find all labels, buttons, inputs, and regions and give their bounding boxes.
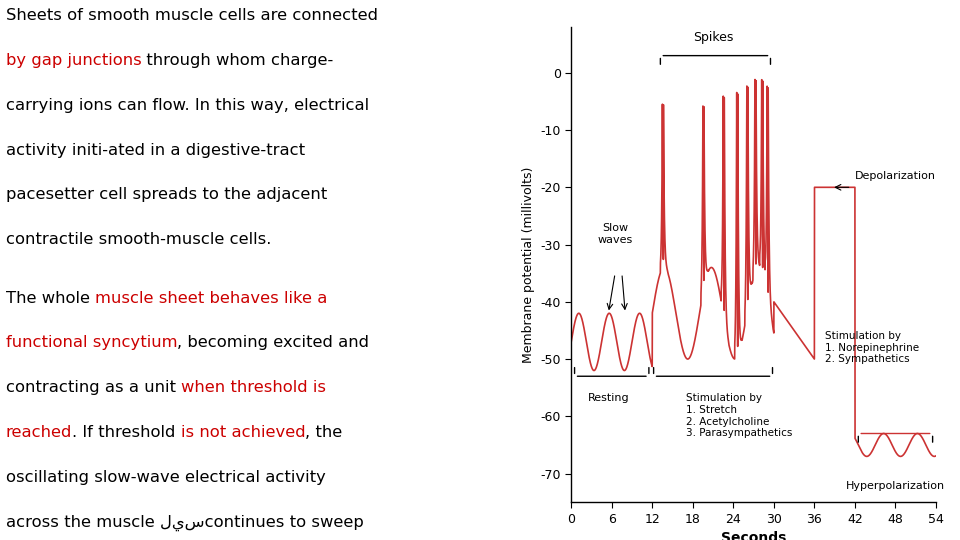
Text: is not achieved: is not achieved (180, 425, 305, 440)
Text: Spikes: Spikes (693, 31, 733, 44)
Text: Hyperpolarization: Hyperpolarization (846, 481, 945, 491)
Text: pacesetter cell spreads to the adjacent: pacesetter cell spreads to the adjacent (6, 187, 327, 202)
Text: contractile smooth-muscle cells.: contractile smooth-muscle cells. (6, 232, 271, 247)
Text: when threshold is: when threshold is (180, 380, 325, 395)
Y-axis label: Membrane potential (millivolts): Membrane potential (millivolts) (521, 166, 535, 363)
X-axis label: Seconds: Seconds (721, 531, 786, 540)
Text: muscle sheet behaves like a: muscle sheet behaves like a (95, 291, 327, 306)
Text: through whom charge-: through whom charge- (141, 53, 334, 68)
Text: Resting: Resting (588, 394, 629, 403)
Text: Sheets of smooth muscle cells are connected: Sheets of smooth muscle cells are connec… (6, 8, 377, 23)
Text: reached: reached (6, 425, 72, 440)
Text: , becoming excited and: , becoming excited and (178, 335, 370, 350)
Text: contracting as a unit: contracting as a unit (6, 380, 180, 395)
Text: Stimulation by
1. Norepinephrine
2. Sympathetics: Stimulation by 1. Norepinephrine 2. Symp… (825, 331, 919, 364)
Text: carrying ions can flow. In this way, electrical: carrying ions can flow. In this way, ele… (6, 98, 369, 113)
Text: Slow
waves: Slow waves (597, 223, 633, 245)
Text: oscillating slow-wave electrical activity: oscillating slow-wave electrical activit… (6, 470, 325, 485)
Text: Depolarization: Depolarization (855, 171, 936, 181)
Text: by gap junctions: by gap junctions (6, 53, 141, 68)
Text: The whole: The whole (6, 291, 95, 306)
Text: activity initi-ated in a digestive-tract: activity initi-ated in a digestive-tract (6, 143, 304, 158)
Text: , the: , the (305, 425, 343, 440)
Text: . If threshold: . If threshold (72, 425, 180, 440)
Text: across the muscle ليسcontinues to sweep: across the muscle ليسcontinues to sweep (6, 515, 364, 531)
Text: Stimulation by
1. Stretch
2. Acetylcholine
3. Parasympathetics: Stimulation by 1. Stretch 2. Acetylcholi… (686, 394, 792, 438)
Text: functional syncytium: functional syncytium (6, 335, 178, 350)
